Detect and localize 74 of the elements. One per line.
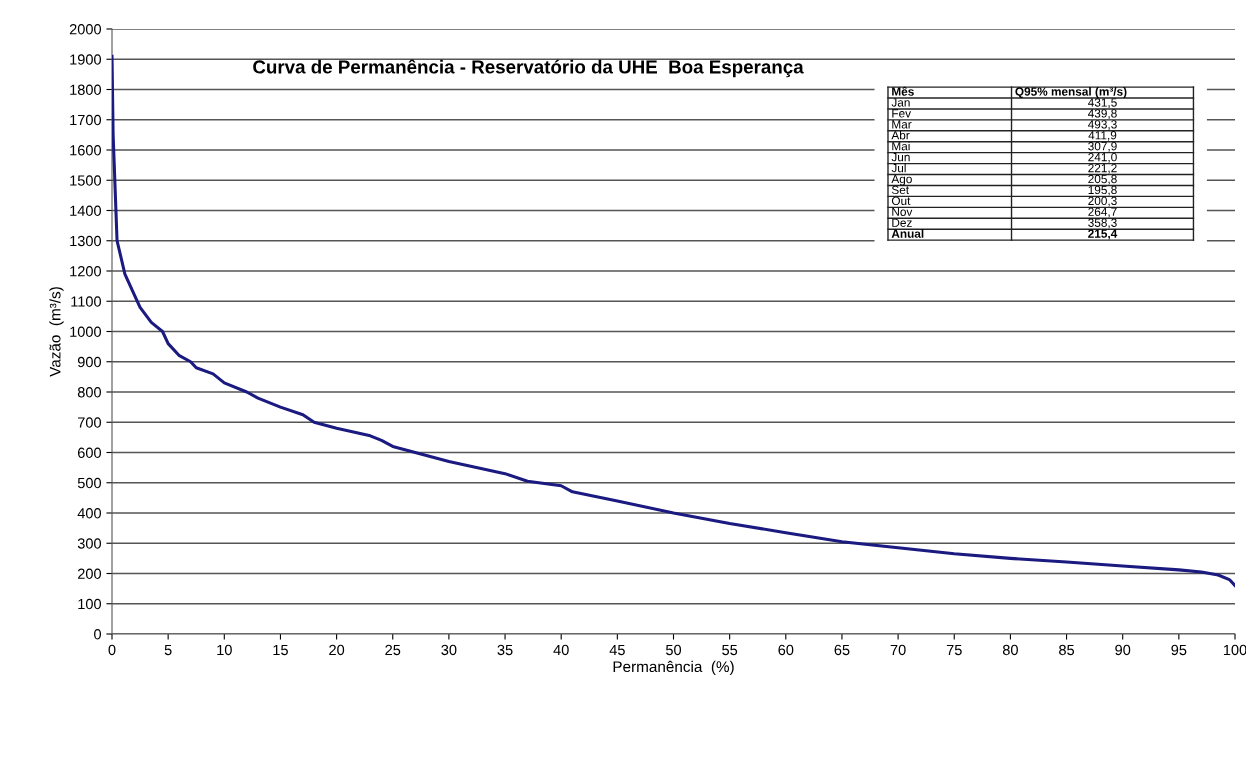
y-tick-label: 900 xyxy=(77,356,102,368)
x-tick-label: 75 xyxy=(946,644,962,656)
annotation: Fev xyxy=(892,109,911,118)
x-tick-label: 50 xyxy=(665,644,682,656)
y-tick-label: 1100 xyxy=(71,296,102,307)
annotation: Dez xyxy=(892,218,912,227)
y-tick-label: 1500 xyxy=(70,175,102,186)
y-tick-label: 0 xyxy=(94,629,102,640)
y-tick-label: 1800 xyxy=(70,84,102,95)
x-tick-label: 95 xyxy=(1171,644,1187,656)
y-tick-label: 2000 xyxy=(69,24,102,35)
annotation: Nov xyxy=(892,207,913,216)
y-tick-label: 1400 xyxy=(70,205,102,216)
annotation: Abr xyxy=(891,130,910,140)
annotation: 205,8 xyxy=(1088,174,1117,185)
y-tick-label: 700 xyxy=(78,417,102,428)
annotation: Jul xyxy=(891,163,906,173)
y-tick-label: 800 xyxy=(77,387,102,398)
annotation: Anual xyxy=(891,229,924,238)
x-tick-label: 0 xyxy=(108,644,116,656)
x-tick-label: 60 xyxy=(778,644,794,656)
y-tick-label: 1300 xyxy=(70,235,102,247)
line-series xyxy=(112,54,1235,588)
annotation: Jan xyxy=(891,98,910,107)
x-tick-label: 40 xyxy=(553,644,569,656)
x-tick-label: 90 xyxy=(1115,644,1131,656)
x-tick-label: 55 xyxy=(722,644,738,656)
x-tick-label: 65 xyxy=(834,644,850,656)
annotation: 195,8 xyxy=(1088,185,1117,196)
annotation: 221,2 xyxy=(1088,163,1117,174)
x-tick-label: 10 xyxy=(217,644,232,656)
text: Curva de Permanência - Reservatório da UHE Boa Esperança xyxy=(253,59,804,78)
annotation: Jun xyxy=(891,153,910,162)
annotation: 200,3 xyxy=(1088,196,1117,207)
x-tick-label: 15 xyxy=(273,644,288,656)
x-tick-label: 25 xyxy=(385,644,401,656)
annotation: Set xyxy=(891,185,909,195)
annotation: 264,7 xyxy=(1088,207,1117,218)
x-tick-label: 100 xyxy=(1223,644,1246,656)
x-tick-label: 5 xyxy=(164,644,172,656)
y-tick-label: 200 xyxy=(77,568,102,579)
annotation: 493,3 xyxy=(1087,120,1117,130)
y-tick-label: 400 xyxy=(77,508,102,519)
x-tick-label: 80 xyxy=(1002,644,1018,656)
x-tick-label: 70 xyxy=(890,644,906,656)
annotation: 411,9 xyxy=(1088,131,1117,141)
y-axis-title: Vazão (m³/s) xyxy=(49,287,64,377)
y-tick-label: 1200 xyxy=(70,266,102,277)
annotation: Q95% mensal (m³/s) xyxy=(1015,87,1127,99)
x-tick-label: 35 xyxy=(497,644,513,656)
annotation: 241,0 xyxy=(1088,152,1117,163)
annotation: Out xyxy=(891,196,911,206)
annotation: Mês xyxy=(892,86,914,96)
annotation: Ago xyxy=(891,174,912,186)
y-tick-label: 1600 xyxy=(70,145,102,156)
x-tick-label: 85 xyxy=(1059,644,1075,656)
annotation: 439,8 xyxy=(1087,109,1117,119)
x-axis-title: Permanência (%) xyxy=(613,660,734,676)
annotation: Mar xyxy=(892,120,912,129)
x-tick-label: 30 xyxy=(441,644,457,656)
x-tick-label: 45 xyxy=(609,644,625,656)
annotation: Mai xyxy=(892,141,910,151)
y-tick-label: 600 xyxy=(77,447,102,458)
y-tick-label: 300 xyxy=(77,538,102,549)
annotation: 431,5 xyxy=(1087,98,1117,109)
y-tick-label: 1000 xyxy=(70,326,102,337)
annotation: 358,3 xyxy=(1088,218,1117,229)
y-tick-label: 1900 xyxy=(70,54,102,65)
annotation: 215,4 xyxy=(1088,229,1118,240)
x-tick-label: 20 xyxy=(329,644,345,656)
y-tick-label: 500 xyxy=(77,477,102,489)
annotation: 307,9 xyxy=(1088,142,1117,152)
y-tick-label: 100 xyxy=(78,598,102,610)
y-tick-label: 1700 xyxy=(70,114,102,126)
